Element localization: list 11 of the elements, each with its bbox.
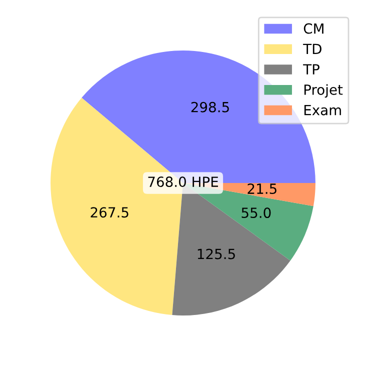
data-label: 21.5 — [248, 184, 276, 194]
data-label: 125.5 — [198, 248, 235, 260]
legend-label: TP — [303, 64, 320, 74]
legend-label: CM — [304, 23, 324, 34]
legend-label: Exam — [304, 105, 341, 116]
legend-label: Projet — [304, 84, 343, 98]
data-label: 298.5 — [191, 102, 229, 112]
legend-label: TD — [303, 44, 322, 54]
data-label: 267.5 — [90, 207, 128, 218]
text: 768.0 HPE — [148, 176, 218, 188]
data-label: 55.0 — [242, 208, 271, 218]
